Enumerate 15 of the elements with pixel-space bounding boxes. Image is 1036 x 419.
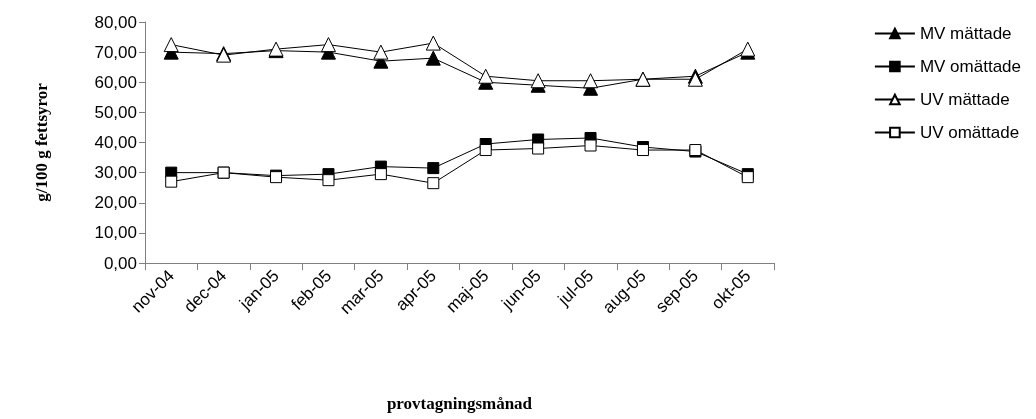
y-tick-label: 0,00 xyxy=(103,253,137,273)
y-axis-title: g/100 g fettsyror xyxy=(32,82,51,202)
y-tick-label: 80,00 xyxy=(94,12,137,32)
legend-label: MV omättade xyxy=(919,57,1022,76)
y-tick-label: 40,00 xyxy=(94,133,137,152)
y-tick-label: 30,00 xyxy=(94,163,137,183)
y-tick-label: 50,00 xyxy=(94,102,137,122)
legend-label: UV omättade xyxy=(919,123,1020,142)
legend-label: UV mättade xyxy=(919,90,1010,109)
y-tick-label: 20,00 xyxy=(94,193,137,213)
legend-label: MV mättade xyxy=(919,24,1012,43)
y-tick-label: 70,00 xyxy=(94,42,137,62)
y-tick-label: 60,00 xyxy=(94,72,137,92)
x-axis-title: provtagningsmånad xyxy=(386,394,533,413)
y-tick-label: 10,00 xyxy=(94,223,137,243)
